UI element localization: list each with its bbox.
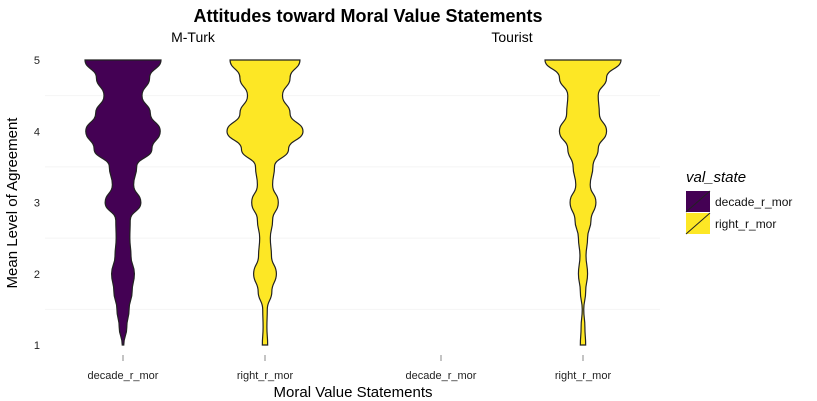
violin-right-r-mor xyxy=(226,59,304,346)
legend-key-slash xyxy=(685,190,711,213)
legend-title: val_state xyxy=(686,169,746,186)
x-tick-label: right_r_mor xyxy=(555,370,612,382)
y-axis-label: Mean Level of Agreement xyxy=(4,117,21,289)
y-tick-label: 4 xyxy=(34,126,40,138)
chart-title: Attitudes toward Moral Value Statements xyxy=(193,6,542,26)
violin-right-r-mor xyxy=(544,59,622,346)
legend: val_state decade_r_mor right_r_mor xyxy=(685,169,792,235)
x-tick-label: decade_r_mor xyxy=(88,370,159,382)
y-tick-label: 3 xyxy=(34,198,40,210)
x-axis-label: Moral Value Statements xyxy=(274,384,433,401)
x-tick-label: right_r_mor xyxy=(237,370,294,382)
x-tick-label: decade_r_mor xyxy=(406,370,477,382)
legend-key-slash xyxy=(685,212,711,235)
legend-label-decade-r-mor: decade_r_mor xyxy=(715,195,792,209)
panel-label-mturk: M-Turk xyxy=(171,29,216,45)
y-tick-label: 1 xyxy=(34,340,40,352)
legend-label-right-r-mor: right_r_mor xyxy=(715,217,776,231)
y-tick-label: 5 xyxy=(34,55,40,67)
y-axis-ticks: 1 2 3 4 5 xyxy=(34,55,40,352)
legend-keys xyxy=(685,190,711,235)
x-axis-ticks: decade_r_mor right_r_mor decade_r_mor right… xyxy=(88,355,612,382)
violin-decade-r-mor xyxy=(84,59,162,346)
y-tick-label: 2 xyxy=(34,269,40,281)
grid-layer xyxy=(45,95,660,310)
violin-layer xyxy=(84,59,622,346)
panel-label-tourist: Tourist xyxy=(491,29,532,45)
